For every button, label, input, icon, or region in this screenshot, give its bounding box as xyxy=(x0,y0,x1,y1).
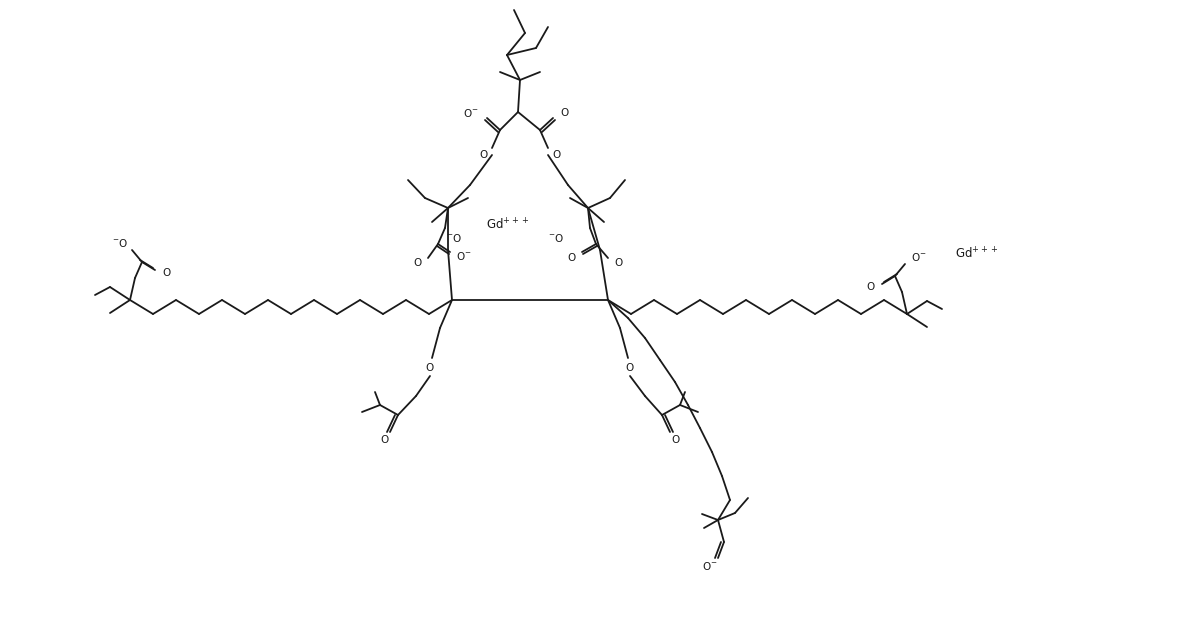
Text: O: O xyxy=(614,258,623,268)
Text: O$^{-}$: O$^{-}$ xyxy=(463,107,479,119)
Text: O: O xyxy=(480,150,488,160)
Text: Gd$^{+++}$: Gd$^{+++}$ xyxy=(487,217,529,232)
Text: O: O xyxy=(867,282,875,292)
Text: O$^{-}$: O$^{-}$ xyxy=(456,250,472,262)
Text: O: O xyxy=(381,435,389,445)
Text: Gd$^{+++}$: Gd$^{+++}$ xyxy=(955,246,999,262)
Text: O$^{-}$: O$^{-}$ xyxy=(703,560,718,572)
Text: $^{-}$O: $^{-}$O xyxy=(446,232,462,244)
Text: O: O xyxy=(162,268,170,278)
Text: $^{-}$O: $^{-}$O xyxy=(112,237,129,249)
Text: O: O xyxy=(414,258,422,268)
Text: O: O xyxy=(426,363,434,373)
Text: $^{-}$O: $^{-}$O xyxy=(548,232,564,244)
Text: O$^{-}$: O$^{-}$ xyxy=(911,251,927,263)
Text: O: O xyxy=(560,108,568,118)
Text: O: O xyxy=(626,363,634,373)
Text: O: O xyxy=(672,435,680,445)
Text: O: O xyxy=(568,253,577,263)
Text: O: O xyxy=(552,150,560,160)
